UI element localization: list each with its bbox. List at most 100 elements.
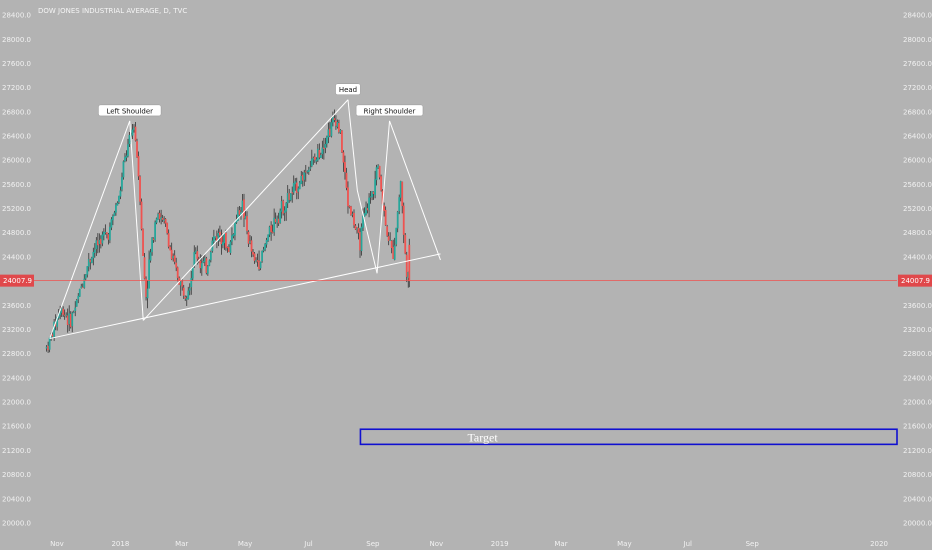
candle-body — [217, 232, 220, 241]
candle-body — [59, 311, 62, 316]
candle-body — [292, 183, 295, 193]
candle-body — [235, 219, 238, 223]
candle-body — [325, 136, 328, 144]
y-tick-label-left: 26800.0 — [2, 108, 31, 116]
y-tick-label-left: 25200.0 — [2, 205, 31, 213]
candle-body — [197, 259, 200, 261]
candle-body — [169, 246, 172, 251]
candle-body — [369, 196, 372, 198]
y-tick-label-right: 28400.0 — [903, 12, 932, 20]
candle-body — [47, 345, 50, 351]
candle-body — [283, 210, 286, 213]
candle-body — [53, 321, 56, 338]
y-tick-label-left: 23600.0 — [2, 302, 31, 310]
candle-body — [338, 123, 340, 133]
y-tick-label-left: 22800.0 — [2, 350, 31, 358]
candle-body — [252, 252, 254, 255]
candle-body — [339, 129, 342, 133]
candle-body — [363, 213, 366, 217]
candle-body — [228, 247, 230, 253]
candle-body — [404, 235, 407, 254]
candle-body — [247, 231, 250, 244]
candle-body — [99, 238, 102, 245]
candle-body — [105, 232, 108, 235]
candle-body — [387, 236, 390, 242]
candle-body — [124, 156, 126, 162]
candle-body — [86, 266, 89, 275]
pattern-line — [142, 99, 349, 321]
candle-body — [274, 218, 277, 223]
candle-body — [172, 255, 175, 259]
x-tick-label: Mar — [554, 540, 567, 548]
candle-body — [354, 225, 357, 230]
candle-body — [184, 296, 187, 299]
candle-body — [133, 127, 135, 130]
candle-body — [74, 307, 77, 311]
annotation-label: Left Shoulder — [106, 107, 153, 115]
candle-body — [191, 267, 194, 279]
candle-body — [112, 216, 114, 221]
x-tick-label: 2020 — [870, 540, 888, 548]
candle-body — [372, 192, 375, 194]
candle-body — [87, 259, 90, 267]
candle-body — [222, 242, 224, 246]
y-tick-label-left: 21600.0 — [2, 423, 31, 431]
y-tick-label-right: 26800.0 — [903, 108, 932, 116]
candle-body — [271, 231, 274, 233]
candle-body — [48, 337, 51, 350]
pattern-annotation: Right Shoulder — [355, 104, 424, 117]
candle-body — [226, 247, 229, 249]
x-tick-label: Nov — [429, 540, 443, 548]
candle-body — [267, 234, 270, 241]
candle-body — [306, 171, 309, 173]
axes-layer: 20000.0 20000.0 20400.0 20400.0 20800.0 20800… — [2, 12, 932, 548]
candle-body — [381, 190, 384, 205]
candle-body — [190, 278, 193, 288]
candle-body — [154, 222, 156, 241]
candle-body — [288, 193, 291, 200]
candle-body — [383, 205, 386, 211]
candle-body — [139, 176, 141, 202]
candle-body — [341, 130, 343, 153]
candle-body — [188, 288, 191, 291]
candle-body — [125, 155, 128, 158]
candle-body — [330, 122, 333, 137]
candle-body — [127, 144, 129, 157]
candle-body — [69, 313, 72, 327]
pattern-line — [389, 120, 441, 261]
candle-body — [155, 218, 158, 223]
candle-body — [173, 255, 176, 262]
candle-body — [268, 226, 271, 235]
candle-body — [280, 201, 283, 212]
x-tick-label: 2019 — [491, 540, 509, 548]
candle-body — [390, 240, 393, 248]
candle-body — [255, 260, 257, 262]
candle-body — [380, 176, 383, 191]
y-tick-label-right: 21600.0 — [903, 423, 932, 431]
target-zone-box — [359, 428, 898, 446]
candle-body — [196, 251, 199, 259]
candle-body — [356, 228, 358, 230]
pattern-line — [376, 120, 391, 274]
candle-body — [243, 199, 245, 219]
y-tick-label-right: 23200.0 — [903, 326, 932, 334]
y-tick-label-left: 20000.0 — [2, 519, 31, 527]
x-tick-label: Mar — [175, 540, 188, 548]
candle-body — [56, 317, 59, 327]
y-tick-label-left: 23200.0 — [2, 326, 31, 334]
candle-body — [140, 201, 143, 230]
candle-body — [152, 238, 155, 241]
candle-body — [54, 322, 57, 327]
candle-body — [399, 181, 402, 198]
candle-body — [231, 235, 233, 242]
candle-body — [344, 162, 346, 173]
candle-body — [405, 254, 408, 277]
candle-body — [366, 208, 369, 211]
y-tick-label-left: 28400.0 — [2, 12, 31, 20]
y-tick-label-right: 25600.0 — [903, 181, 932, 189]
candle-body — [318, 149, 321, 158]
y-tick-label-right: 22400.0 — [903, 374, 932, 382]
candle-body — [297, 188, 300, 192]
x-tick-label: Jul — [683, 540, 693, 548]
